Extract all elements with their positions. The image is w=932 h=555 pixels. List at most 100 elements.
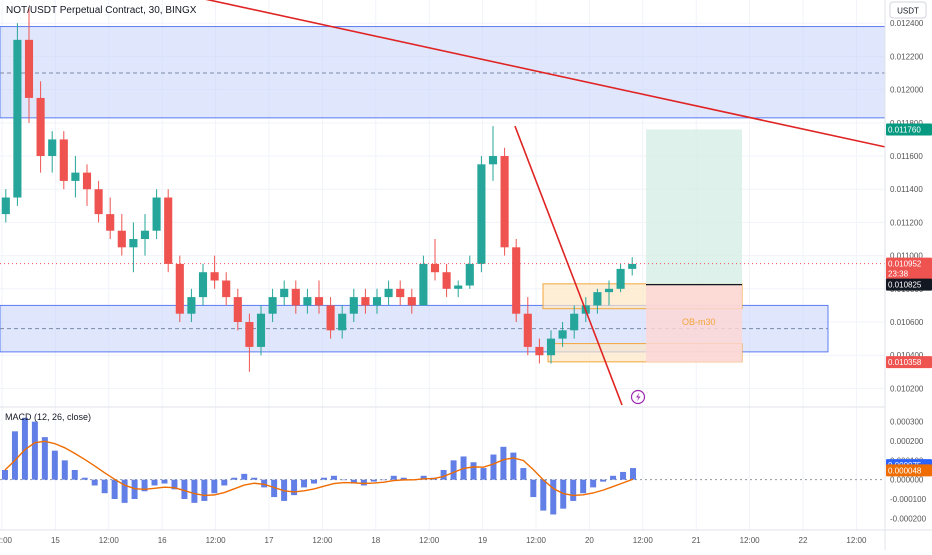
macd-hist-bar	[161, 479, 168, 484]
macd-hist-bar	[340, 479, 347, 481]
currency-button-label: USDT	[897, 7, 919, 16]
macd-hist-bar	[121, 479, 128, 503]
candle-body	[164, 197, 173, 264]
candle-body	[442, 272, 451, 289]
candle-body	[338, 313, 347, 331]
time-tick-label: 19	[478, 536, 487, 545]
macd-hist-bar	[201, 479, 208, 501]
time-tick-label: 12:00	[633, 536, 654, 545]
macd-hist-bar	[31, 421, 38, 480]
candle-body	[419, 263, 428, 306]
candle-series[interactable]	[1, 6, 637, 372]
macd-hist-bar	[620, 471, 627, 480]
currency-button[interactable]: USDT	[889, 1, 927, 19]
time-tick-label: 12:00	[526, 536, 547, 545]
candle-body	[616, 268, 625, 289]
macd-hist-bar	[181, 479, 188, 499]
macd-title: MACD (12, 26, close)	[5, 412, 91, 422]
price-tick-label: 0.011600	[890, 152, 923, 161]
candle-body	[523, 313, 532, 347]
macd-hist-bar	[271, 479, 278, 498]
macd-hist-bar	[91, 479, 98, 486]
macd-hist-bar	[320, 477, 327, 480]
macd-hist-bar	[610, 475, 617, 480]
price-tick-label: 0.012400	[890, 19, 924, 28]
macd-hist-bar	[71, 470, 78, 480]
trendline-descending-long	[205, 0, 886, 148]
candle-body	[314, 297, 324, 306]
macd-hist-bar	[191, 479, 198, 503]
drawing-lines[interactable]	[0, 0, 886, 406]
candle-body	[268, 297, 277, 314]
drawing-zones[interactable]	[0, 26, 886, 363]
time-tick-label: 17	[265, 536, 274, 545]
label-target-bg	[886, 123, 932, 136]
candle-body	[36, 97, 45, 157]
candle-body	[222, 280, 231, 298]
macd-hist-bar	[530, 479, 537, 498]
price-tick-label: 0.010200	[890, 384, 924, 393]
macd-hist-bar	[470, 462, 477, 480]
candle-body	[384, 288, 393, 298]
candle-body	[233, 297, 242, 323]
candle-body	[48, 139, 57, 157]
macd-tick-label: 0.000000	[890, 476, 924, 485]
position-target-zone	[646, 129, 742, 285]
macd-hist-bar	[580, 479, 587, 494]
macd-hist-bar	[350, 479, 357, 484]
candle-body	[198, 272, 208, 298]
candle-body	[326, 305, 335, 331]
alert-icon[interactable]	[630, 389, 646, 405]
macd-hist-bar	[151, 479, 158, 486]
candle-body	[558, 330, 567, 339]
candle-body	[512, 247, 521, 314]
macd-hist-bar	[370, 479, 377, 482]
macd-tick-label: -0.000200	[890, 514, 927, 523]
grid-lines	[0, 0, 885, 530]
candle-body	[59, 139, 68, 181]
candle-body	[13, 39, 22, 198]
supply-zone	[0, 26, 886, 119]
macd-hist-bar	[360, 479, 367, 486]
price-labels: 0.0117600.01095223:380.0108250.0103580.0…	[886, 123, 932, 477]
time-tick-label: 15	[51, 536, 60, 545]
macd-tick-label: 0.000200	[890, 437, 924, 446]
macd-hist-bar	[211, 479, 218, 494]
time-tick-label: 12:00	[740, 536, 761, 545]
candle-body	[535, 346, 544, 356]
time-tick-label: 22	[799, 536, 808, 545]
macd-hist-bar	[590, 479, 597, 488]
macd-hist-bar	[570, 479, 577, 501]
macd-hist-bar	[440, 470, 447, 480]
label-target: 0.011760	[888, 125, 921, 134]
macd-hist-bar	[301, 479, 308, 488]
candle-body	[407, 297, 416, 306]
candle-body	[396, 288, 405, 298]
macd-hist-bar	[221, 479, 228, 486]
macd-hist-bar	[241, 473, 248, 480]
time-tick-label: 20	[585, 536, 594, 545]
candle-body	[349, 297, 358, 314]
candle-body	[24, 39, 34, 98]
candle-body	[477, 164, 486, 264]
macd-hist-bar	[61, 460, 68, 480]
macd-hist-bar	[630, 468, 637, 480]
candle-body	[628, 263, 637, 269]
macd-pane[interactable]	[0, 417, 885, 515]
macd-hist-bar	[1, 470, 8, 480]
candle-body	[245, 322, 254, 347]
candle-body	[488, 156, 498, 165]
macd-hist-bar	[420, 475, 427, 480]
time-tick-label: 12:00	[206, 536, 227, 545]
time-tick-label: 12:00	[0, 536, 13, 545]
candle-body	[372, 297, 382, 306]
time-tick-label: 18	[371, 536, 380, 545]
price-tick-label: 0.012000	[890, 86, 924, 95]
position-stop-zone	[646, 284, 742, 363]
time-tick-label: 12:00	[419, 536, 440, 545]
macd-hist-bar	[261, 479, 268, 488]
candle-body	[604, 288, 614, 293]
macd-hist-bar	[390, 475, 397, 480]
